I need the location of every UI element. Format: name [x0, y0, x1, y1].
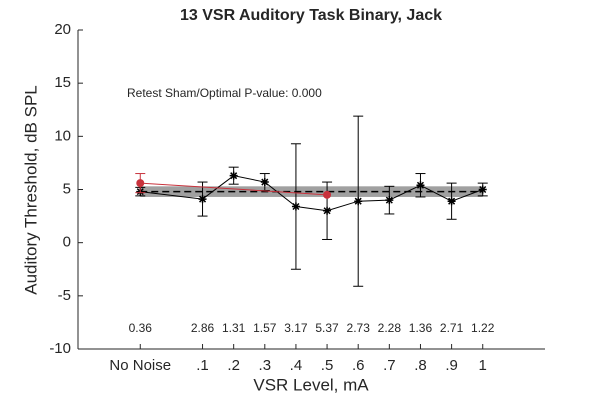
marker: [478, 185, 487, 194]
bottom-label: 2.73: [347, 321, 371, 335]
marker: [416, 181, 425, 190]
marker: [385, 196, 394, 205]
bottom-label: 1.36: [409, 321, 433, 335]
bottom-label: 0.36: [129, 321, 153, 335]
marker: [447, 197, 456, 206]
marker: [291, 202, 300, 211]
bottom-label: 1.31: [222, 321, 246, 335]
bottom-label: 3.17: [284, 321, 308, 335]
y-tick-label: -10: [49, 340, 71, 357]
bottom-label: 5.37: [315, 321, 339, 335]
bottom-label: 1.22: [471, 321, 495, 335]
x-tick-label: .9: [445, 357, 458, 374]
marker: [198, 195, 207, 204]
x-tick-label: .3: [259, 357, 272, 374]
y-tick-label: 0: [63, 234, 71, 251]
annotation: Retest Sham/Optimal P-value: 0.000: [127, 86, 322, 100]
x-tick-label: .8: [414, 357, 427, 374]
series-line: [140, 182, 328, 196]
marker: [323, 206, 332, 215]
y-tick-label: 20: [54, 21, 71, 38]
marker: [229, 171, 238, 180]
marker: [136, 179, 145, 188]
bottom-label: 2.28: [378, 321, 402, 335]
x-tick-label: 1: [479, 357, 487, 374]
x-tick-label: .5: [321, 357, 334, 374]
y-axis-label: Auditory Threshold, dB SPL: [21, 85, 40, 294]
bottom-label: 2.71: [440, 321, 464, 335]
x-tick-label: .2: [227, 357, 240, 374]
chart-title: 13 VSR Auditory Task Binary, Jack: [180, 7, 442, 24]
bottom-label: 2.86: [191, 321, 215, 335]
y-tick-label: -5: [58, 287, 71, 304]
x-tick-label: No Noise: [109, 357, 171, 374]
x-tick-label: .6: [352, 357, 365, 374]
marker: [354, 197, 363, 206]
x-tick-label: .4: [290, 357, 303, 374]
x-tick-label: .1: [196, 357, 209, 374]
y-tick-label: 5: [63, 180, 71, 197]
y-tick-label: 10: [54, 127, 71, 144]
marker: [323, 190, 332, 199]
marker: [260, 178, 269, 187]
x-axis-label: VSR Level, mA: [253, 375, 369, 394]
bottom-label: 1.57: [253, 321, 277, 335]
y-tick-label: 15: [54, 74, 71, 91]
x-tick-label: .7: [383, 357, 396, 374]
